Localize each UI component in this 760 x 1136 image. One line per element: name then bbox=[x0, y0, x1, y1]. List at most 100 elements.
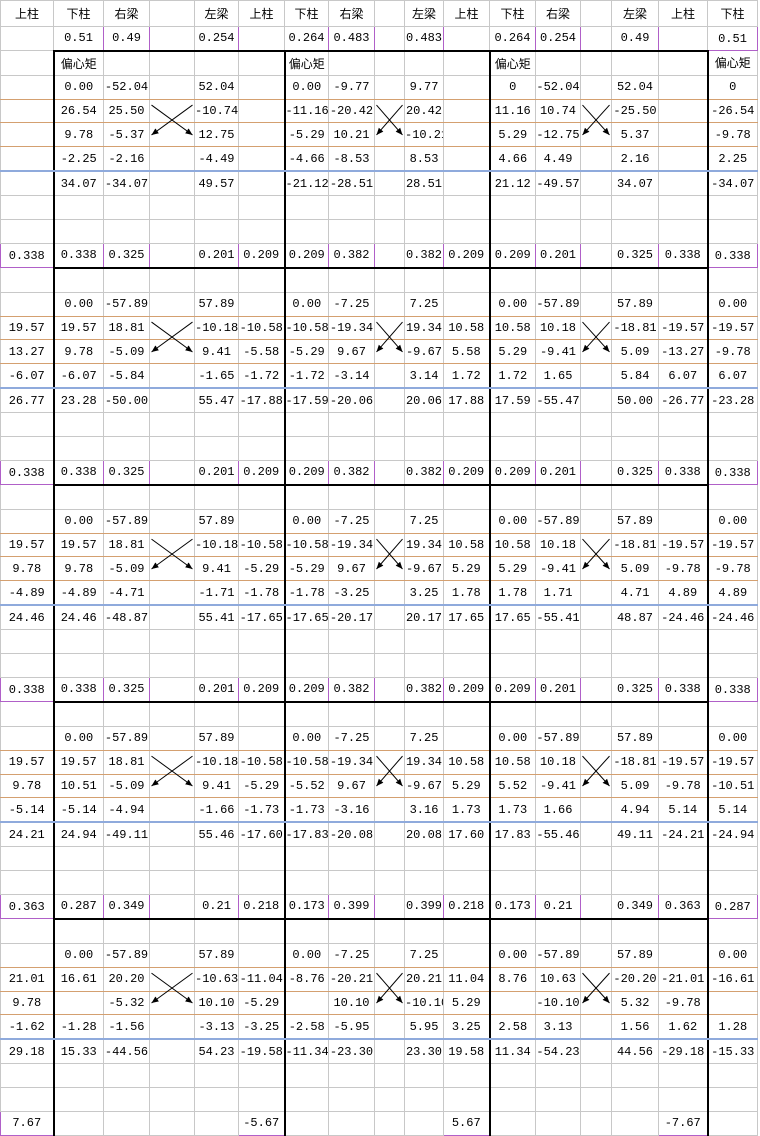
cell: 17.83 bbox=[488, 821, 536, 848]
cell bbox=[52, 436, 104, 461]
cell: -5.32 bbox=[103, 990, 150, 1016]
cell: 0.209 bbox=[488, 242, 536, 269]
cell: 9.78 bbox=[0, 556, 54, 582]
cell bbox=[488, 1110, 536, 1136]
cell bbox=[194, 1063, 239, 1089]
cell bbox=[658, 170, 708, 197]
cell bbox=[149, 870, 195, 895]
cell bbox=[374, 291, 405, 317]
cell: -20.20 bbox=[611, 966, 659, 992]
cell bbox=[238, 508, 285, 534]
cell bbox=[706, 701, 758, 727]
cell bbox=[580, 25, 612, 52]
cell bbox=[443, 1063, 490, 1089]
cell bbox=[238, 870, 285, 895]
cell: 0.382 bbox=[404, 242, 444, 269]
cell: -5.29 bbox=[238, 990, 285, 1016]
cell bbox=[658, 49, 708, 76]
cell bbox=[580, 629, 612, 655]
cell bbox=[488, 483, 536, 510]
cell: 55.47 bbox=[194, 387, 239, 414]
cell: 9.41 bbox=[194, 773, 239, 799]
cell: 4.89 bbox=[706, 580, 758, 607]
cell: -17.60 bbox=[238, 821, 285, 848]
cell: 19.34 bbox=[404, 749, 444, 775]
cell bbox=[580, 195, 612, 221]
cell: 20.17 bbox=[404, 604, 444, 631]
cell: -19.57 bbox=[706, 749, 758, 775]
cell bbox=[103, 266, 150, 293]
cell bbox=[374, 1014, 405, 1041]
header-cell: 左梁 bbox=[194, 0, 239, 27]
cell bbox=[374, 604, 405, 631]
cell: -10.58 bbox=[238, 315, 285, 341]
cell: -4.89 bbox=[0, 580, 54, 607]
cell: -48.87 bbox=[103, 604, 150, 631]
cell bbox=[52, 870, 104, 895]
cell: 偏心矩 bbox=[488, 49, 536, 76]
cell bbox=[194, 436, 239, 461]
cell bbox=[658, 266, 708, 293]
cell: 5.14 bbox=[658, 797, 708, 824]
cell bbox=[238, 98, 285, 124]
cell: -52.04 bbox=[103, 74, 150, 100]
cell: 10.63 bbox=[535, 966, 581, 992]
cell: 9.41 bbox=[194, 556, 239, 582]
cell: 10.58 bbox=[443, 315, 490, 341]
cell bbox=[611, 700, 659, 727]
cell bbox=[706, 412, 758, 438]
cell bbox=[488, 195, 536, 221]
cell bbox=[238, 49, 285, 76]
cell: 5.29 bbox=[443, 990, 490, 1016]
cell: 1.73 bbox=[443, 797, 490, 824]
cell: 19.57 bbox=[0, 532, 54, 558]
header-cell: 右梁 bbox=[103, 0, 150, 27]
cell: -10.63 bbox=[194, 966, 239, 992]
cell bbox=[238, 291, 285, 317]
cell: 5.67 bbox=[443, 1110, 490, 1136]
cell bbox=[443, 1087, 490, 1112]
cell bbox=[0, 942, 54, 968]
cell bbox=[149, 676, 195, 703]
cell: -10.18 bbox=[194, 532, 239, 558]
cell: -9.67 bbox=[404, 556, 444, 582]
cell bbox=[535, 1063, 581, 1089]
cell: 偏心矩 bbox=[52, 49, 104, 76]
cell bbox=[238, 436, 285, 461]
cell: 4.49 bbox=[535, 146, 581, 173]
cell: 57.89 bbox=[194, 291, 239, 317]
cell bbox=[658, 436, 708, 461]
cell bbox=[149, 629, 195, 655]
cell bbox=[52, 1063, 104, 1089]
cell bbox=[706, 846, 758, 872]
cell: 18.81 bbox=[103, 315, 150, 341]
cell bbox=[0, 701, 54, 727]
cell bbox=[580, 242, 612, 269]
cell bbox=[238, 25, 285, 52]
cell bbox=[488, 1063, 536, 1089]
cell: -19.57 bbox=[658, 532, 708, 558]
cell: -3.25 bbox=[328, 580, 375, 607]
row: 0.338 0.338 0.325 0.201 0.209 0.209 0.382 0.382… bbox=[0, 242, 758, 269]
cell bbox=[535, 412, 581, 438]
cell bbox=[149, 98, 195, 124]
cell: 0.338 bbox=[0, 676, 54, 703]
cell: 0.325 bbox=[611, 676, 659, 703]
cell: -19.57 bbox=[658, 749, 708, 775]
row: 9.78-5.3210.10-5.2910.10-10.105.29-10.10… bbox=[0, 990, 758, 1016]
cell bbox=[706, 629, 758, 655]
cell bbox=[580, 483, 612, 510]
cell: 0.00 bbox=[283, 74, 329, 100]
cell: 0.209 bbox=[443, 676, 490, 703]
cell bbox=[52, 1110, 104, 1136]
row: 0.00 -57.89 57.89 0.00 -7.25 7.25 0.00 -57.89 57… bbox=[0, 291, 758, 317]
row: 偏心矩 偏心矩 偏心矩 偏心矩 bbox=[0, 49, 758, 76]
cell: 偏心矩 bbox=[283, 49, 329, 76]
cell: 20.08 bbox=[404, 821, 444, 848]
cell: -54.23 bbox=[535, 1038, 581, 1065]
cell: -1.78 bbox=[238, 580, 285, 607]
cell: 2.58 bbox=[488, 1014, 536, 1041]
cell: -2.16 bbox=[103, 146, 150, 173]
cell bbox=[328, 846, 375, 872]
